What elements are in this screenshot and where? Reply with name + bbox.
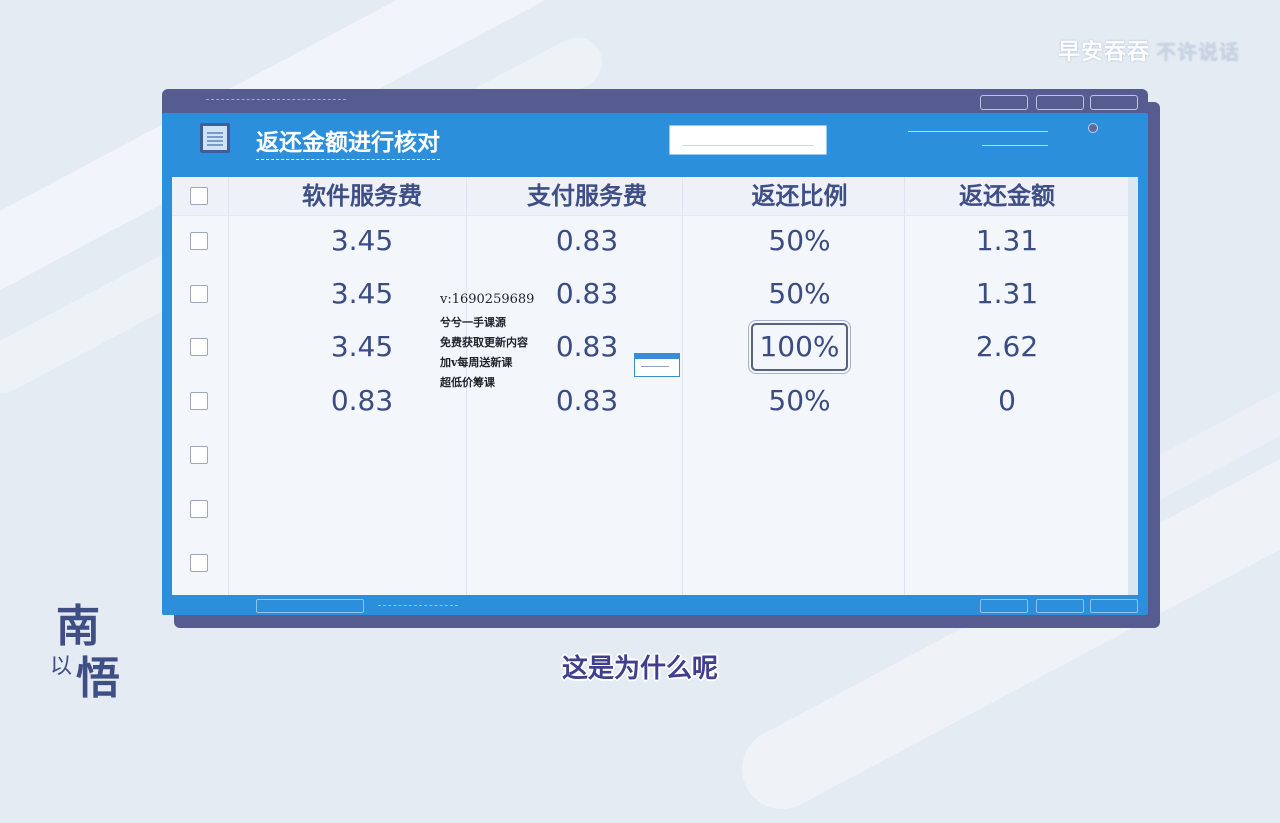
page-title: 返还金额进行核对 bbox=[256, 123, 440, 160]
row-checkbox[interactable] bbox=[190, 392, 208, 410]
column-divider bbox=[682, 177, 683, 595]
bottom-bar-button[interactable] bbox=[980, 599, 1028, 613]
channel-logo: 南 以 悟 bbox=[50, 590, 130, 704]
titlebar-dash bbox=[206, 99, 346, 100]
table-row-empty[interactable] bbox=[172, 483, 1138, 535]
table-cell: 3.45 bbox=[330, 330, 394, 363]
channel-brand-text: 早安吞吞 bbox=[1058, 40, 1151, 65]
column-header[interactable]: 软件服务费 bbox=[302, 182, 422, 210]
video-subtitle: 这是为什么呢 bbox=[561, 654, 718, 684]
bottom-bar-dash bbox=[378, 605, 458, 606]
column-header[interactable]: 支付服务费 bbox=[527, 182, 647, 210]
minimize-button[interactable] bbox=[980, 95, 1028, 110]
table-cell: 3.45 bbox=[330, 224, 394, 257]
app-panel: 返还金额进行核对 软件服务费 支付服务费 返还比例 返还金额 3.45 bbox=[162, 113, 1148, 615]
column-divider bbox=[228, 177, 229, 595]
watermark-line: v:16902596​89 bbox=[440, 292, 535, 307]
column-divider bbox=[904, 177, 905, 595]
table-header: 软件服务费 支付服务费 返还比例 返还金额 bbox=[172, 177, 1138, 215]
watermark: v:16902596​89 兮兮一手课源 免费获取更新内容 加v每周送新课 超低… bbox=[440, 287, 534, 393]
row-checkbox[interactable] bbox=[190, 338, 208, 356]
table-cell: 1.31 bbox=[975, 277, 1039, 310]
table-cell: 0 bbox=[998, 384, 1016, 417]
bottom-bar-button[interactable] bbox=[1036, 599, 1084, 613]
row-checkbox[interactable] bbox=[190, 285, 208, 303]
table-cell: 0.83 bbox=[555, 330, 619, 363]
logo-char: 以 bbox=[50, 654, 73, 679]
column-header[interactable]: 返还比例 bbox=[751, 182, 848, 210]
mini-dialog[interactable] bbox=[634, 353, 680, 377]
watermark-line: 兮兮一手课源 bbox=[440, 316, 506, 329]
watermark-line: 加v每周送新课 bbox=[440, 356, 513, 369]
table-row-empty[interactable] bbox=[172, 537, 1138, 589]
table-row[interactable]: 0.83 0.83 50% 0 bbox=[172, 375, 1138, 427]
watermark-line: 超低价筹课 bbox=[440, 376, 495, 389]
channel-brand: 早安吞吞 不许说话 bbox=[1058, 34, 1240, 66]
logo-char: 南 bbox=[56, 601, 100, 652]
table-row[interactable]: 3.45 0.83 100% 2.62 bbox=[172, 321, 1138, 373]
row-checkbox[interactable] bbox=[190, 446, 208, 464]
bottom-bar-button[interactable] bbox=[1090, 599, 1138, 613]
channel-brand-faint: 不许说话 bbox=[1156, 40, 1241, 64]
row-checkbox[interactable] bbox=[190, 554, 208, 572]
row-checkbox[interactable] bbox=[190, 500, 208, 518]
close-dot-icon[interactable] bbox=[1088, 123, 1098, 133]
column-divider bbox=[466, 177, 467, 595]
table-cell: 0.83 bbox=[555, 224, 619, 257]
table-cell: 3.45 bbox=[330, 277, 394, 310]
watermark-line: 免费获取更新内容 bbox=[440, 336, 528, 349]
logo-char: 悟 bbox=[76, 653, 120, 704]
row-divider bbox=[172, 215, 1138, 216]
table-cell: 1.31 bbox=[975, 224, 1039, 257]
table-cell: 50% bbox=[768, 384, 831, 417]
data-table: 软件服务费 支付服务费 返还比例 返还金额 3.45 0.83 50% 1.31… bbox=[172, 177, 1138, 595]
table-row[interactable]: 3.45 0.83 50% 1.31 bbox=[172, 268, 1138, 320]
highlighted-value: 100% bbox=[751, 323, 848, 371]
table-cell: 2.62 bbox=[975, 330, 1039, 363]
search-input[interactable] bbox=[669, 125, 827, 155]
table-cell: 0.83 bbox=[330, 384, 394, 417]
select-all-checkbox[interactable] bbox=[190, 187, 208, 205]
table-cell: 50% bbox=[768, 277, 831, 310]
window-titlebar bbox=[162, 89, 1148, 113]
table-cell: 0.83 bbox=[555, 277, 619, 310]
document-icon bbox=[200, 123, 230, 153]
maximize-button[interactable] bbox=[1036, 95, 1084, 110]
bottom-bar-segment bbox=[256, 599, 364, 613]
row-checkbox[interactable] bbox=[190, 232, 208, 250]
table-cell: 50% bbox=[768, 224, 831, 257]
table-cell: 0.83 bbox=[555, 384, 619, 417]
column-header[interactable]: 返还金额 bbox=[959, 182, 1055, 210]
table-row[interactable]: 3.45 0.83 50% 1.31 bbox=[172, 215, 1138, 267]
scrollbar[interactable] bbox=[1128, 177, 1138, 595]
table-header-bg bbox=[172, 177, 1138, 215]
app-window: 返还金额进行核对 软件服务费 支付服务费 返还比例 返还金额 3.45 bbox=[162, 89, 1148, 615]
table-row-empty[interactable] bbox=[172, 429, 1138, 481]
table-cell-highlighted: 100% bbox=[707, 321, 892, 373]
close-button[interactable] bbox=[1090, 95, 1138, 110]
